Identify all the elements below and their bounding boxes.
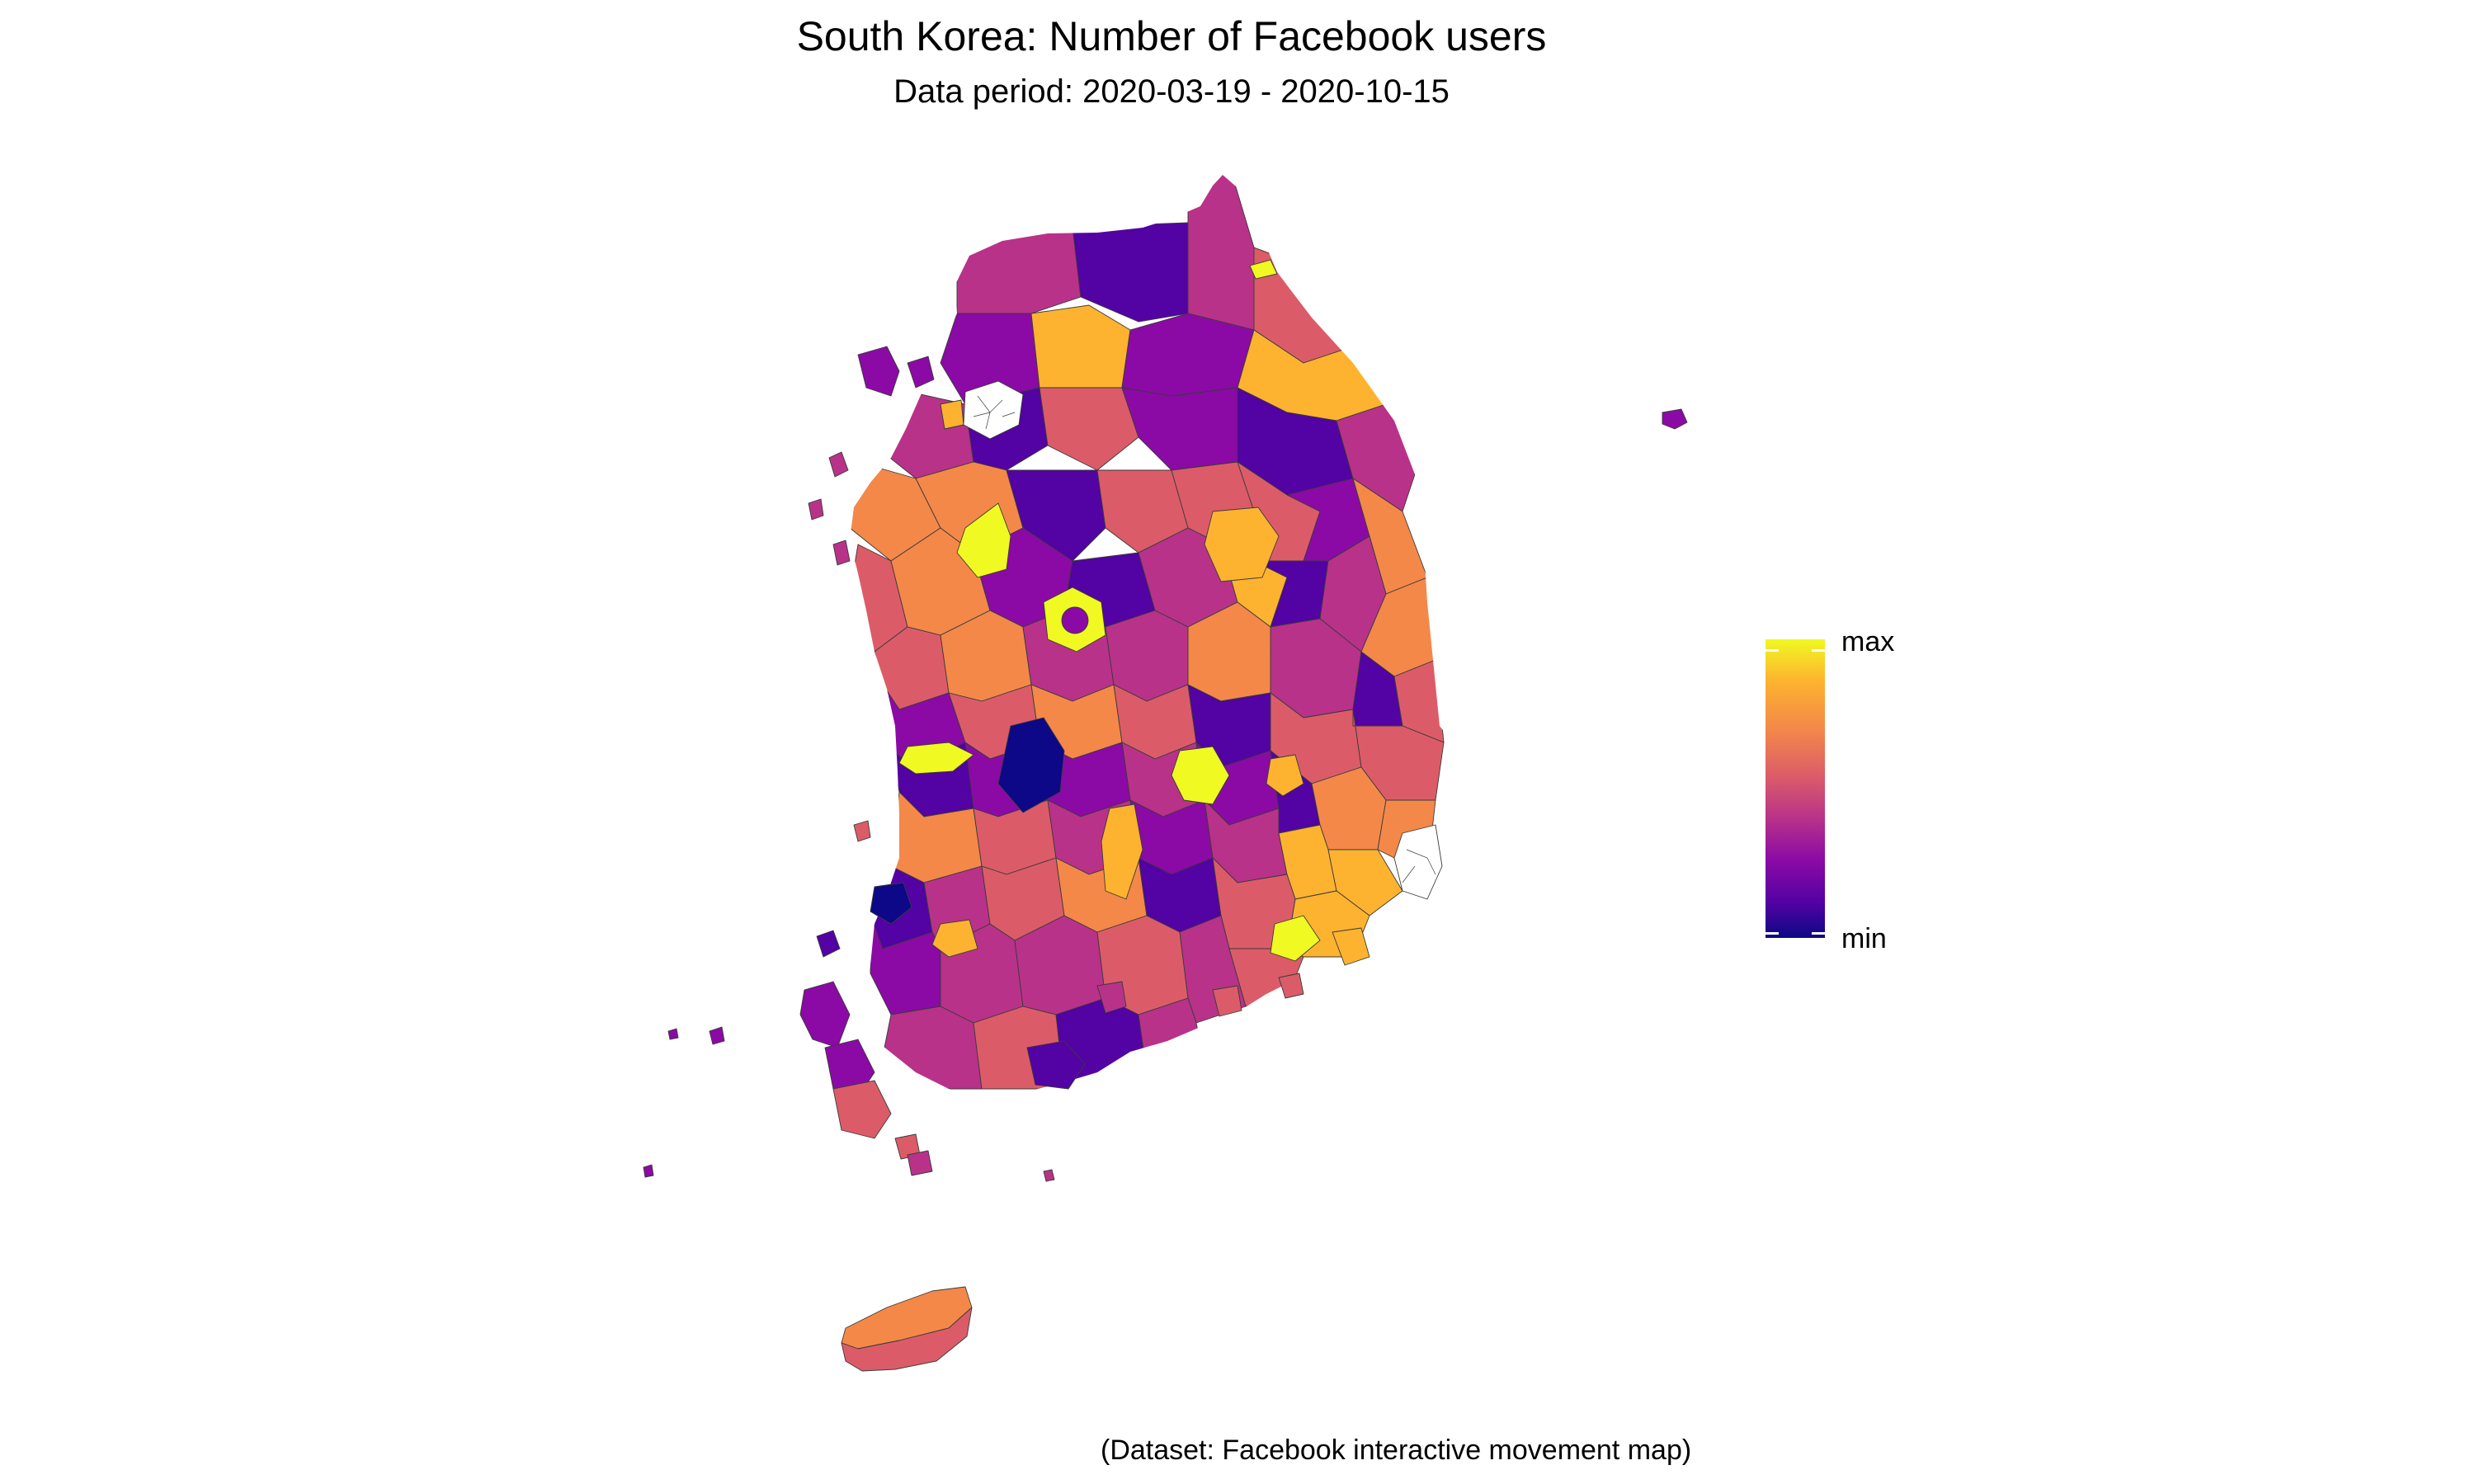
legend-tick bbox=[1812, 932, 1825, 935]
region bbox=[1204, 506, 1280, 582]
region bbox=[667, 1028, 679, 1040]
dataset-caption: (Dataset: Facebook interactive movement … bbox=[1101, 1435, 1692, 1466]
region bbox=[1039, 387, 1139, 471]
region bbox=[956, 502, 1011, 578]
legend-tick bbox=[1812, 649, 1825, 652]
region bbox=[1171, 746, 1230, 805]
region bbox=[1096, 981, 1127, 1014]
region bbox=[997, 717, 1065, 813]
region bbox=[1270, 915, 1321, 962]
region bbox=[1072, 222, 1189, 323]
western-islands bbox=[643, 346, 935, 1178]
region bbox=[828, 451, 849, 478]
region bbox=[1026, 1040, 1086, 1090]
map-subtitle: Data period: 2020-03-19 - 2020-10-15 bbox=[893, 73, 1450, 110]
region bbox=[832, 1080, 892, 1139]
region bbox=[1662, 408, 1688, 430]
ulleungdo-island bbox=[1662, 408, 1688, 430]
region bbox=[1266, 754, 1304, 797]
region bbox=[643, 1164, 654, 1178]
jeju-island bbox=[841, 1286, 973, 1372]
region bbox=[1249, 259, 1278, 280]
region bbox=[1030, 304, 1131, 389]
region bbox=[907, 1150, 933, 1176]
region bbox=[898, 742, 974, 775]
region bbox=[1101, 803, 1143, 900]
southern-islands bbox=[1026, 973, 1304, 1182]
legend-tick bbox=[1766, 932, 1779, 935]
region bbox=[1061, 606, 1089, 634]
highlight-regions bbox=[870, 259, 1443, 966]
map-title: South Korea: Number of Facebook users bbox=[796, 13, 1547, 59]
region bbox=[870, 882, 912, 925]
region bbox=[841, 1307, 973, 1372]
legend-min-label: min bbox=[1841, 923, 1887, 954]
mainland-regions bbox=[850, 175, 1445, 1090]
region bbox=[956, 226, 1082, 314]
region bbox=[816, 930, 841, 958]
region bbox=[832, 539, 851, 566]
region bbox=[857, 346, 900, 397]
region bbox=[1121, 313, 1255, 397]
region bbox=[1212, 985, 1242, 1017]
region bbox=[808, 498, 824, 521]
region bbox=[907, 356, 935, 389]
region bbox=[940, 399, 964, 430]
region bbox=[853, 820, 871, 842]
region bbox=[1278, 973, 1304, 999]
region bbox=[1327, 849, 1403, 916]
region bbox=[1043, 1169, 1055, 1182]
region bbox=[1121, 387, 1238, 471]
region bbox=[1332, 927, 1370, 966]
region bbox=[709, 1026, 725, 1045]
color-scale-bar bbox=[1766, 639, 1825, 938]
region bbox=[1006, 469, 1106, 562]
legend-max-label: max bbox=[1841, 626, 1895, 657]
region bbox=[799, 981, 851, 1048]
legend-tick bbox=[1766, 649, 1779, 652]
region bbox=[931, 919, 978, 958]
region-no-data bbox=[1393, 824, 1443, 900]
